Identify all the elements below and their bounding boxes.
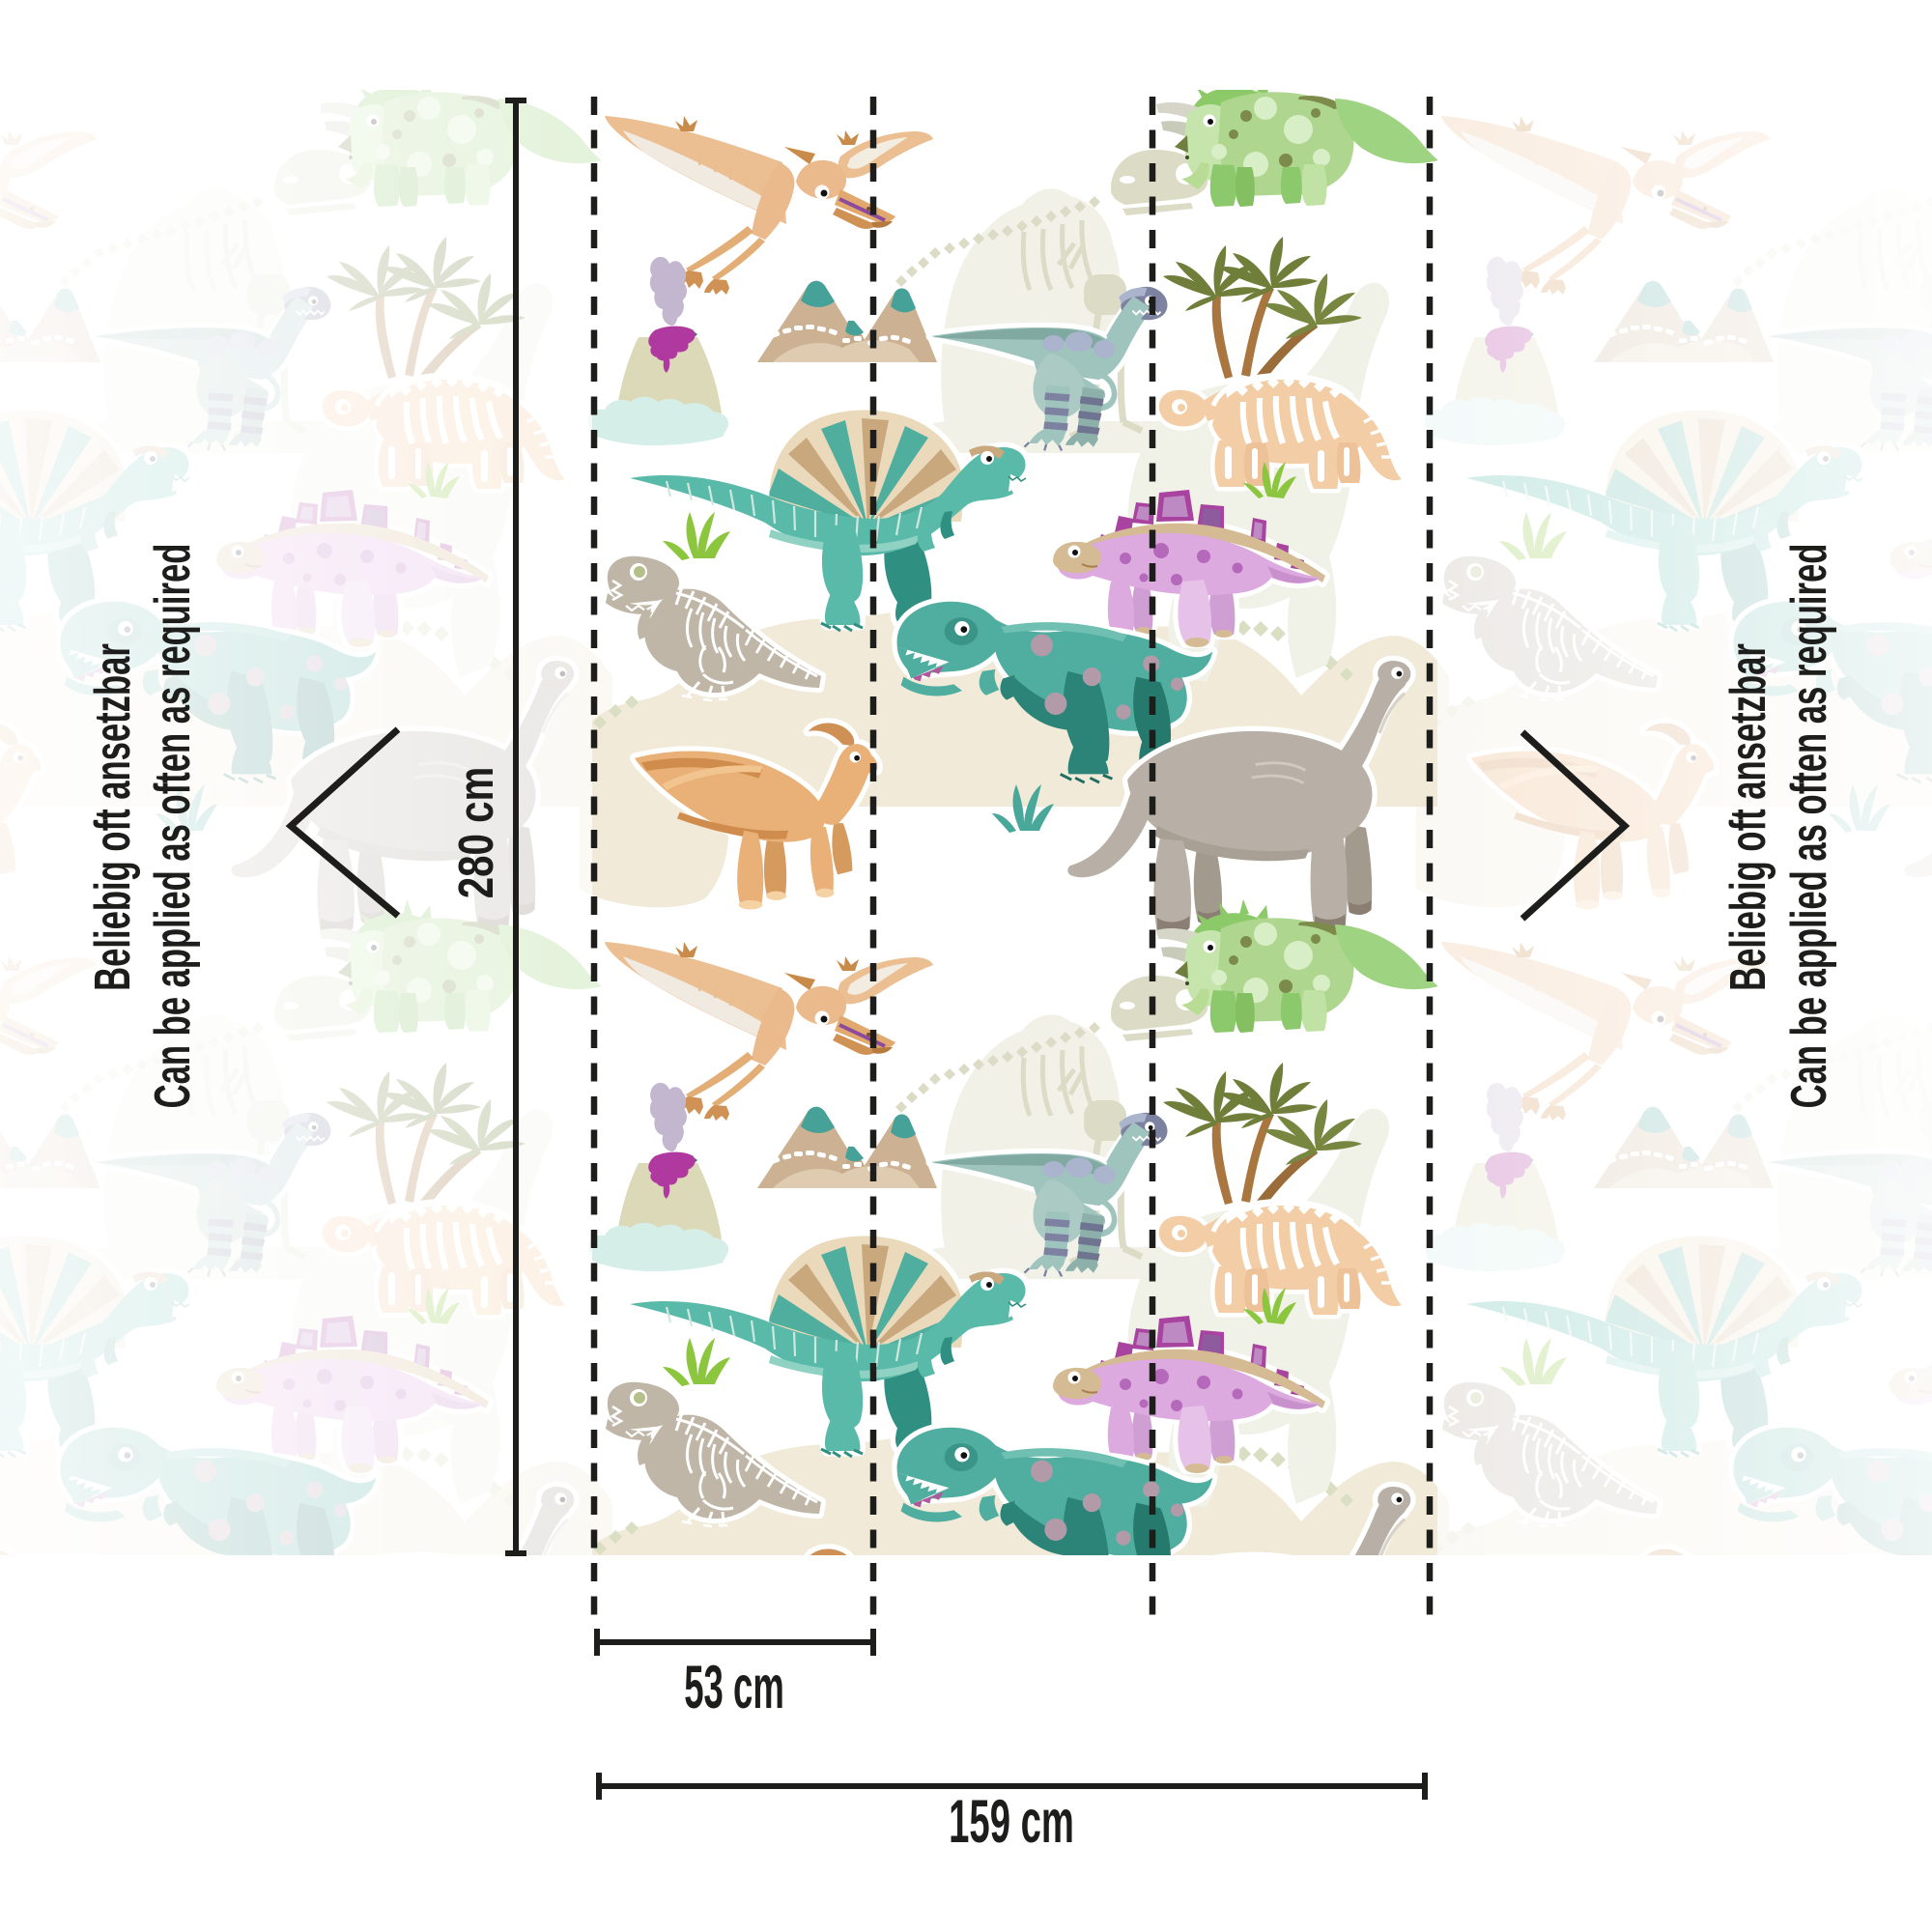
- svg-text:159 cm: 159 cm: [949, 1788, 1074, 1856]
- svg-text:Can be applied as often as req: Can be applied as often as required: [145, 544, 201, 1109]
- svg-text:53 cm: 53 cm: [684, 1653, 784, 1721]
- svg-text:Beliebig oft ansetzbar: Beliebig oft ansetzbar: [85, 643, 141, 991]
- svg-text:280 cm: 280 cm: [447, 767, 503, 899]
- svg-text:Beliebig oft ansetzbar: Beliebig oft ansetzbar: [1720, 643, 1776, 991]
- svg-text:Can be applied as often as req: Can be applied as often as required: [1781, 544, 1837, 1109]
